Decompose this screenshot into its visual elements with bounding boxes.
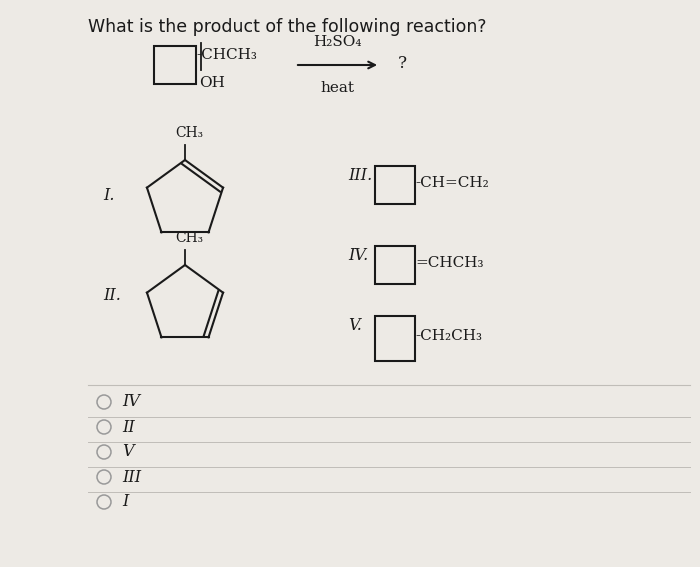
Text: OH: OH — [199, 76, 225, 90]
Text: IV: IV — [122, 393, 140, 411]
Text: -CH₂CH₃: -CH₂CH₃ — [415, 329, 482, 343]
Bar — [375, 315, 415, 361]
Text: III: III — [122, 468, 141, 485]
Text: CH₃: CH₃ — [175, 126, 203, 140]
Text: ?: ? — [398, 54, 407, 71]
Bar — [154, 46, 196, 84]
Bar — [375, 246, 415, 284]
Text: =CHCH₃: =CHCH₃ — [415, 256, 484, 270]
Text: I.: I. — [103, 187, 115, 204]
Text: V.: V. — [348, 316, 362, 333]
Text: -CH=CH₂: -CH=CH₂ — [415, 176, 489, 190]
Text: What is the product of the following reaction?: What is the product of the following rea… — [88, 18, 486, 36]
Text: heat: heat — [320, 81, 354, 95]
Text: H₂SO₄: H₂SO₄ — [313, 35, 361, 49]
Text: IV.: IV. — [348, 247, 368, 264]
Text: III.: III. — [348, 167, 372, 184]
Text: II.: II. — [103, 286, 121, 303]
Text: -CHCH₃: -CHCH₃ — [196, 48, 257, 62]
Text: CH₃: CH₃ — [175, 231, 203, 245]
Text: II: II — [122, 418, 134, 435]
Bar — [375, 166, 415, 204]
Text: I: I — [122, 493, 128, 510]
Text: V: V — [122, 443, 134, 460]
